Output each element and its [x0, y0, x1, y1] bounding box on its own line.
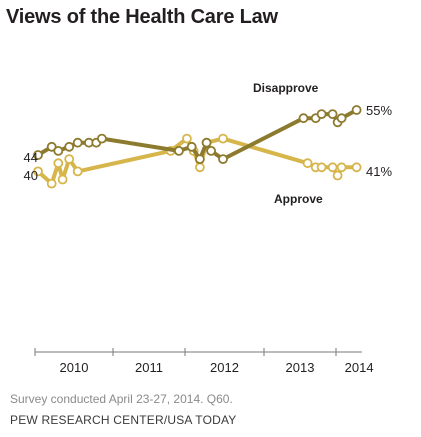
x-axis: 2010 2011 2012 2013 2014	[34, 348, 374, 375]
approve-start-value: 40	[24, 168, 38, 183]
disapprove-point	[53, 145, 64, 156]
approve-point	[57, 174, 68, 185]
source-credit: PEW RESEARCH CENTER/USA TODAY	[10, 413, 237, 427]
disapprove-point	[194, 154, 205, 165]
approve-series-label: Approve	[274, 192, 323, 206]
series-disapprove	[33, 105, 362, 165]
x-tick-label: 2012	[210, 360, 239, 375]
approve-point	[46, 178, 57, 189]
disapprove-point	[298, 113, 309, 124]
x-tick-label: 2011	[135, 360, 163, 375]
disapprove-point	[351, 105, 362, 115]
disapprove-point	[336, 113, 347, 124]
x-tick-label: 2014	[345, 360, 374, 375]
approve-point	[218, 133, 228, 144]
x-tick-label: 2010	[60, 360, 89, 375]
approve-point	[53, 158, 64, 169]
disapprove-line	[36, 108, 359, 162]
approve-point	[336, 162, 347, 173]
approve-point	[351, 162, 362, 173]
chart-title: Views of the Health Care Law	[6, 6, 278, 28]
approve-point	[327, 162, 338, 173]
approve-point	[302, 158, 313, 169]
approve-end-value: 41%	[366, 164, 392, 179]
disapprove-point	[206, 145, 217, 156]
approve-point	[194, 162, 205, 173]
approve-point	[72, 166, 83, 177]
disapprove-point	[64, 141, 75, 152]
disapprove-point	[316, 109, 327, 119]
approve-point	[64, 154, 75, 165]
disapprove-point	[33, 150, 43, 160]
disapprove-point	[327, 109, 338, 119]
disapprove-point	[72, 137, 83, 148]
disapprove-point	[97, 133, 107, 144]
survey-note: Survey conducted April 23-27, 2014. Q60.	[10, 392, 233, 406]
disapprove-point	[201, 137, 212, 148]
disapprove-start-value: 44	[24, 150, 38, 165]
series-group	[33, 105, 362, 189]
approve-point	[316, 162, 327, 173]
disapprove-point	[218, 154, 228, 165]
approve-point	[33, 166, 43, 177]
disapprove-point	[186, 141, 197, 152]
approve-point	[181, 133, 192, 144]
x-tick-label: 2013	[286, 360, 315, 375]
inline-labels: Disapprove Approve 44 40 55% 41%	[24, 81, 393, 206]
disapprove-point	[173, 145, 184, 156]
approve-point	[332, 170, 343, 181]
disapprove-end-value: 55%	[366, 103, 392, 118]
disapprove-series-label: Disapprove	[253, 81, 319, 95]
